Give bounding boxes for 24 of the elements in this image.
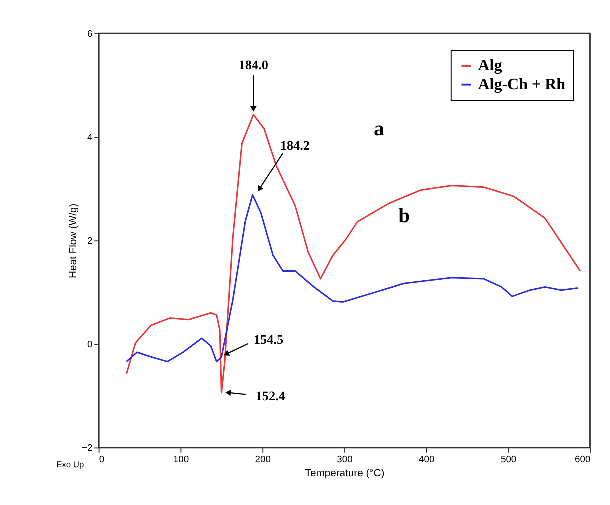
text: Exo Up (56, 460, 85, 470)
legend-label: Alg-Ch + Rh (478, 76, 566, 94)
x-tick-label: 600 (575, 453, 591, 464)
y-tick-label: −2 (82, 442, 93, 454)
x-tick-label: 300 (337, 453, 353, 464)
y-tick-label: 2 (87, 234, 93, 246)
annotation: 154.5 (254, 332, 284, 347)
annotation: b (398, 205, 410, 228)
x-axis-title: Temperature (°C) (305, 468, 385, 480)
annotation: a (374, 118, 386, 140)
x-tick-label: 200 (255, 453, 271, 464)
y-axis-title: Heat Flow (W/g) (68, 204, 80, 278)
x-tick-label: 100 (173, 453, 190, 464)
line-series (126, 194, 579, 363)
annotation: 152.4 (256, 388, 286, 404)
y-tick-label: 4 (87, 131, 93, 142)
x-tick-label: 500 (500, 453, 517, 464)
annotation: 184.0 (238, 58, 269, 73)
y-tick-label: 0 (87, 338, 93, 350)
y-tick-label: 6 (87, 28, 93, 39)
annotation: 184.2 (280, 138, 310, 153)
x-tick-label: 400 (419, 453, 435, 464)
legend-label: Alg (478, 58, 502, 75)
x-tick-label: 0 (99, 453, 105, 464)
